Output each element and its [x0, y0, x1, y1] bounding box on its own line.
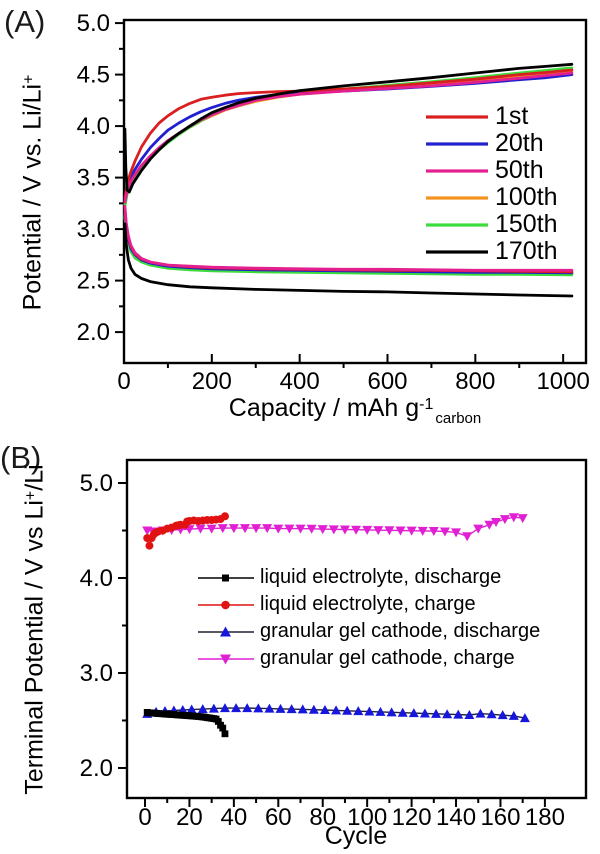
- svg-text:200: 200: [192, 368, 232, 395]
- chart-b-canvas: 0 20 40 60 80 100 120 140 160 180 2.0 3.0 4.0 5.0: [80, 458, 588, 831]
- chart-a-y-axis-title: Potential / V vs. Li/Li+: [19, 74, 48, 310]
- legend-item-20th: 20th: [426, 129, 558, 157]
- chart-b-y-axis-title: Terminal Potential / V vs Li+/Li: [21, 464, 50, 794]
- svg-text:0: 0: [117, 368, 130, 395]
- svg-text:0: 0: [138, 804, 151, 831]
- chart-b-x-axis-title: Cycle: [116, 822, 596, 851]
- svg-text:3.0: 3.0: [77, 216, 110, 243]
- legend-item-liquid-discharge: liquid electrolyte, discharge: [198, 564, 540, 591]
- svg-text:3.5: 3.5: [77, 165, 110, 192]
- svg-text:4.5: 4.5: [77, 62, 110, 89]
- svg-text:2.5: 2.5: [77, 268, 110, 295]
- legend-line-icon: [426, 222, 488, 227]
- legend-line-icon: [426, 168, 488, 173]
- legend-item-50th: 50th: [426, 156, 558, 184]
- chart-b-ylabel-column: Terminal Potential / V vs Li+/Li: [8, 432, 62, 826]
- chart-axes: [118, 458, 588, 807]
- chart-a-ylabel-column: Potential / V vs. Li/Li+: [6, 0, 60, 384]
- panel-b-label: (B): [0, 440, 42, 475]
- chart-a-legend: 1st 20th 50th 100th 150th 170th: [426, 102, 558, 265]
- panel-b: 0 20 40 60 80 100 120 140 160 180 2.0 3.0 4.0 5.0 (B)…: [0, 432, 600, 854]
- legend-label: 170th: [495, 237, 558, 265]
- legend-label: 50th: [495, 156, 544, 184]
- legend-item-gel-charge: granular gel cathode, charge: [198, 645, 540, 672]
- legend-line-icon: [426, 114, 488, 119]
- legend-item-100th: 100th: [426, 183, 558, 211]
- chart-b-legend: liquid electrolyte, discharge liquid ele…: [198, 564, 540, 672]
- ylabel-superscript: +: [20, 74, 38, 84]
- legend-square-icon: [198, 574, 254, 581]
- tick-labels: 0 200 400 600 800 1000 2.0 2.5 3.0 3.5 4.0 4.5 5.0: [77, 10, 590, 395]
- ylabel-superscript: +: [22, 490, 40, 500]
- chart-a-x-axis-title: Capacity / mAh g-1carbon: [110, 394, 600, 427]
- svg-text:80: 80: [309, 804, 336, 831]
- svg-text:3.0: 3.0: [80, 660, 113, 687]
- svg-text:5.0: 5.0: [77, 10, 110, 37]
- series-granular-gel-cathode-charge: [142, 513, 528, 542]
- legend-line-icon: [426, 249, 488, 254]
- xlabel-text: Cycle: [324, 822, 388, 850]
- svg-text:1000: 1000: [536, 368, 589, 395]
- legend-label: granular gel cathode, discharge: [260, 620, 541, 642]
- chart-axes: [115, 18, 588, 368]
- legend-triangle-down-icon: [198, 654, 254, 664]
- svg-text:5.0: 5.0: [80, 470, 113, 497]
- legend-item-150th: 150th: [426, 210, 558, 238]
- legend-circle-icon: [198, 600, 254, 609]
- svg-text:20: 20: [176, 804, 203, 831]
- svg-text:4.0: 4.0: [77, 113, 110, 140]
- tick-labels: 0 20 40 60 80 100 120 140 160 180 2.0 3.0 4.0 5.0: [80, 470, 565, 831]
- legend-item-gel-discharge: granular gel cathode, discharge: [198, 618, 540, 645]
- svg-text:60: 60: [265, 804, 292, 831]
- legend-label: 20th: [495, 129, 544, 157]
- svg-text:800: 800: [455, 368, 495, 395]
- xlabel-subscript: carbon: [435, 410, 482, 427]
- svg-text:180: 180: [525, 804, 565, 831]
- svg-text:140: 140: [436, 804, 476, 831]
- xlabel-superscript: -1: [419, 396, 434, 413]
- svg-text:100: 100: [347, 804, 387, 831]
- svg-text:400: 400: [280, 368, 320, 395]
- svg-text:600: 600: [367, 368, 407, 395]
- series-liquid-electrolyte-discharge: [143, 709, 229, 738]
- ylabel-text: Potential / V vs. Li/Li: [18, 83, 47, 310]
- legend-line-icon: [426, 195, 488, 200]
- legend-item-170th: 170th: [426, 237, 558, 265]
- panel-a: 0 200 400 600 800 1000 2.0 2.5 3.0 3.5 4.0 4.5 5.0 (…: [4, 0, 600, 427]
- legend-line-icon: [426, 141, 488, 146]
- legend-label: liquid electrolyte, discharge: [260, 566, 502, 588]
- xlabel-text: Capacity / mAh g: [228, 394, 420, 422]
- chart-a-canvas: 0 200 400 600 800 1000 2.0 2.5 3.0 3.5 4.0 4.5 5.0: [77, 10, 590, 395]
- legend-triangle-up-icon: [198, 626, 254, 636]
- legend-item-liquid-charge: liquid electrolyte, charge: [198, 591, 540, 618]
- svg-text:160: 160: [480, 804, 520, 831]
- legend-label: 100th: [495, 183, 558, 211]
- legend-label: 1st: [495, 102, 529, 130]
- legend-label: 150th: [495, 210, 558, 238]
- series-170th: [123, 62, 574, 298]
- legend-item-1st: 1st: [426, 102, 558, 130]
- ylabel-text: Terminal Potential / V vs Li: [20, 499, 49, 795]
- ylabel-text-post: /Li: [20, 463, 49, 491]
- svg-text:2.0: 2.0: [80, 755, 113, 782]
- legend-label: liquid electrolyte, charge: [260, 593, 476, 615]
- svg-text:2.0: 2.0: [77, 319, 110, 346]
- legend-label: granular gel cathode, charge: [260, 647, 515, 669]
- panel-a-label: (A): [4, 4, 46, 39]
- series-50th: [123, 71, 574, 272]
- svg-text:120: 120: [392, 804, 432, 831]
- svg-text:4.0: 4.0: [80, 565, 113, 592]
- svg-text:40: 40: [221, 804, 248, 831]
- series-liquid-electrolyte-charge: [143, 512, 229, 550]
